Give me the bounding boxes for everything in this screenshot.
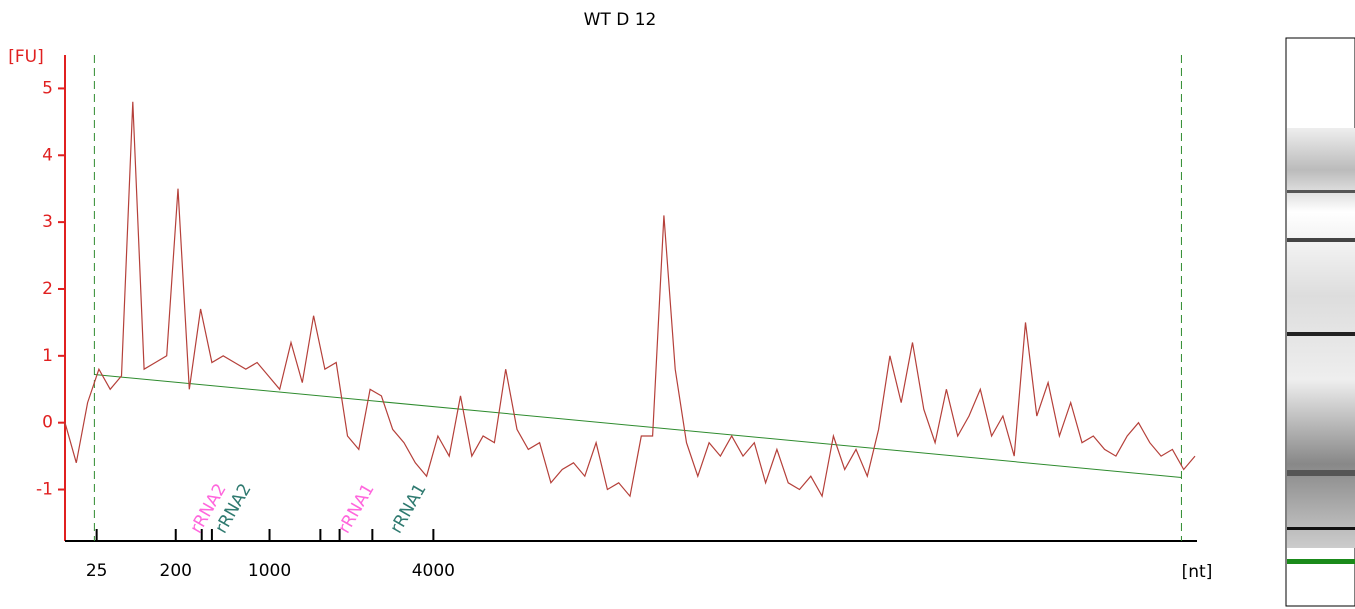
gel-marker-band [1287,559,1355,564]
y-tick-label: 4 [42,145,53,165]
chart-title: WT D 12 [584,10,657,30]
x-tick-label: 4000 [412,561,455,581]
y-tick-label: 1 [42,346,53,366]
y-tick-label: 3 [42,212,53,232]
y-axis-label: [FU] [8,47,44,67]
peak-annotation: rRNA1 [386,480,430,537]
x-tick-label: 1000 [248,561,291,581]
gel-band [1287,470,1355,476]
gel-band [1287,527,1355,530]
y-tick-label: 5 [42,78,53,98]
peak-annotation: rRNA1 [334,480,378,537]
gel-band [1287,190,1355,193]
gel-band [1287,332,1355,336]
y-tick-label: -1 [36,480,53,500]
trace-line [64,101,1196,498]
gel-smear [1287,128,1355,548]
y-tick-label: 2 [42,279,53,299]
x-tick-label: 200 [160,561,192,581]
baseline [94,374,1182,478]
y-tick-label: 0 [42,413,53,433]
gel-lane [1285,37,1355,607]
x-axis-label: [nt] [1182,562,1213,582]
x-tick-label: 25 [86,561,108,581]
gel-band [1287,238,1355,242]
